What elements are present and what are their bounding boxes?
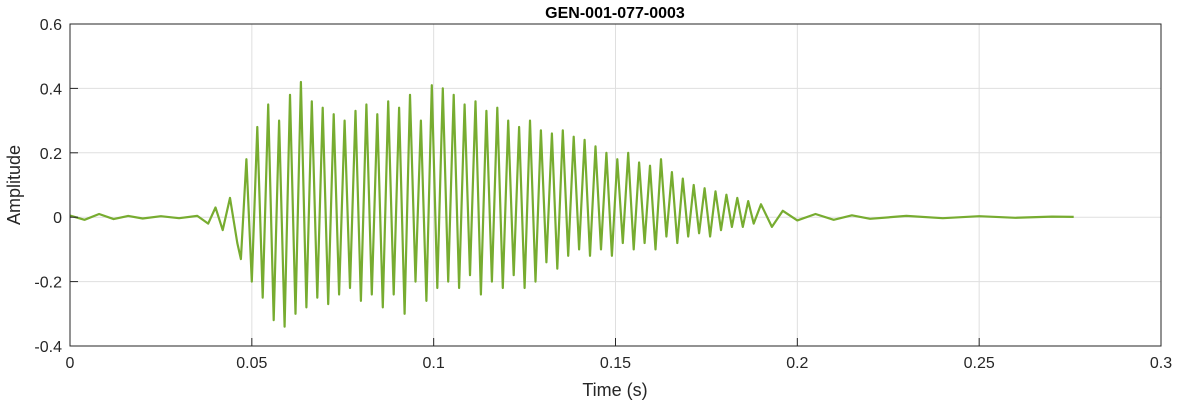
chart-title: GEN-001-077-0003 [545, 5, 685, 22]
y-tick-label: 0.4 [40, 81, 62, 98]
y-tick-label: -0.2 [34, 275, 62, 292]
y-tick-label: 0.2 [40, 146, 62, 163]
x-tick-label: 0.15 [600, 355, 631, 372]
y-tick-label: 0.6 [40, 17, 62, 34]
y-tick-label: -0.4 [34, 339, 62, 356]
x-tick-label: 0.3 [1150, 355, 1172, 372]
x-tick-label: 0.1 [423, 355, 445, 372]
y-axis-label: Amplitude [4, 145, 24, 225]
waveform-line [69, 80, 1074, 328]
waveform-series [69, 80, 1074, 328]
y-tick-label: 0 [53, 210, 62, 227]
x-tick-label: 0 [66, 355, 75, 372]
x-tick-label: 0.05 [236, 355, 267, 372]
x-tick-label: 0.25 [964, 355, 995, 372]
x-axis-label: Time (s) [582, 380, 647, 400]
axis-ticks: 0 0.05 0.1 0.15 0.2 0.25 0.3 -0.4 -0.2 0 0.2 0.4 0.6 [34, 17, 1172, 372]
x-tick-label: 0.2 [786, 355, 808, 372]
